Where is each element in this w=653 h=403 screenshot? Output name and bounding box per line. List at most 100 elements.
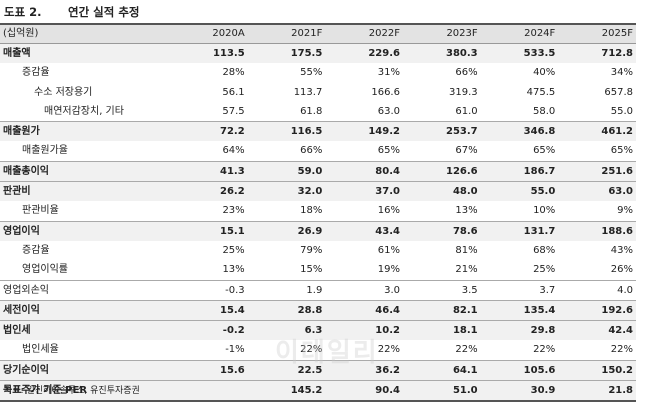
cell-value: 51.0 <box>402 380 481 403</box>
watermark: 이데일리 <box>275 338 379 368</box>
cell-value: 22% <box>300 344 323 356</box>
cell-value: 712.8 <box>558 43 636 64</box>
annual-estimates-table: (십억원) 2020A 2021F 2022F 2023F 2024F 2025… <box>0 23 636 403</box>
cell-value: 58.0 <box>533 105 556 117</box>
cell-value: 9% <box>617 205 633 217</box>
table-row: 매출원가 72.2 116.5 149.2 253.7 346.8 461.2 <box>0 121 636 142</box>
cell-value: 26% <box>610 264 633 276</box>
cell-value: 37.0 <box>325 181 403 202</box>
header-2021f: 2021F <box>247 23 326 44</box>
cell-value: 15% <box>300 264 323 276</box>
row-label: 법인세 <box>0 320 171 341</box>
cell-value: 13% <box>455 205 478 217</box>
cell-value: 28.8 <box>247 299 326 321</box>
cell-value: 149.2 <box>325 121 403 142</box>
cell-value: -1% <box>225 344 245 356</box>
cell-value: 113.7 <box>293 86 323 98</box>
cell-value: 15.4 <box>170 299 248 321</box>
cell-value: 22% <box>377 344 400 356</box>
header-2022f: 2022F <box>325 23 403 44</box>
cell-value: 380.3 <box>402 43 481 64</box>
table-row: 당기순이익 15.6 22.5 36.2 64.1 105.6 150.2 <box>0 359 636 381</box>
table-row: 매연저감장치, 기타 57.5 61.8 63.0 61.0 58.0 55.0 <box>0 102 636 122</box>
row-label: 영업외손익 <box>0 279 171 301</box>
cell-value: 145.2 <box>247 380 326 403</box>
row-label: 판관비 <box>0 181 171 202</box>
header-2025f: 2025F <box>558 23 636 44</box>
cell-value: 55.0 <box>610 105 633 117</box>
cell-value: 90.4 <box>325 380 403 403</box>
cell-value: 150.2 <box>558 359 636 381</box>
cell-value: 63.0 <box>558 181 636 202</box>
table-header-row: (십억원) 2020A 2021F 2022F 2023F 2024F 2025… <box>0 23 636 44</box>
row-label: 목표주가 기준 PER <box>0 380 171 403</box>
cell-value: 63.0 <box>377 105 400 117</box>
row-label: 영업이익 <box>0 220 171 241</box>
cell-value: 251.6 <box>558 160 636 182</box>
figure-header: 도표 2. 연간 실적 추정 <box>0 0 653 22</box>
cell-value: 32.0 <box>247 181 326 202</box>
row-label: 매출액 <box>0 43 171 64</box>
cell-value: 72.2 <box>170 121 248 142</box>
cell-value: 26.9 <box>247 220 326 241</box>
cell-value: 64.1 <box>402 359 481 381</box>
table-row: 매출액 113.5 175.5 229.6 380.3 533.5 712.8 <box>0 43 636 64</box>
row-label: 증감율 <box>22 67 50 79</box>
cell-value: 80.4 <box>325 160 403 182</box>
cell-value: 346.8 <box>480 121 559 142</box>
cell-value: -0.2 <box>170 320 248 341</box>
cell-value: 66% <box>300 145 323 157</box>
row-label: 매연저감장치, 기타 <box>44 105 124 117</box>
row-label: 매출원가 <box>0 121 171 142</box>
cell-value: 10% <box>533 205 556 217</box>
table-row: 판관비 26.2 32.0 37.0 48.0 55.0 63.0 <box>0 181 636 202</box>
row-label: 수소 저장용기 <box>34 86 93 98</box>
table-row: 법인세 -0.2 6.3 10.2 18.1 29.8 42.4 <box>0 320 636 341</box>
cell-value: 30.9 <box>480 380 559 403</box>
cell-value: 126.6 <box>402 160 481 182</box>
cell-value: 59.0 <box>247 160 326 182</box>
cell-value: 82.1 <box>402 299 481 321</box>
table-row: 세전이익 15.4 28.8 46.4 82.1 135.4 192.6 <box>0 299 636 321</box>
cell-value: 16% <box>377 205 400 217</box>
cell-value: 46.4 <box>325 299 403 321</box>
cell-value: 475.5 <box>526 86 556 98</box>
cell-value: 41.3 <box>170 160 248 182</box>
cell-value: 66% <box>455 67 478 79</box>
cell-value: 43.4 <box>325 220 403 241</box>
cell-value: 188.6 <box>558 220 636 241</box>
cell-value: 61.0 <box>455 105 478 117</box>
cell-value: 55% <box>300 67 323 79</box>
cell-value: 65% <box>610 145 633 157</box>
header-2024f: 2024F <box>480 23 559 44</box>
table-row: 수소 저장용기 56.1 113.7 166.6 319.3 475.5 657.8 <box>0 83 636 102</box>
cell-value: 18.1 <box>402 320 481 341</box>
table-row: 판관비율 23% 18% 16% 13% 10% 9% <box>0 201 636 221</box>
cell-value: 13% <box>222 264 245 276</box>
cell-value: 461.2 <box>558 121 636 142</box>
cell-value: 28% <box>222 67 245 79</box>
cell-value: 22% <box>610 344 633 356</box>
cell-value: 81% <box>455 244 478 256</box>
cell-value: 10.2 <box>325 320 403 341</box>
cell-value: 31% <box>377 67 400 79</box>
cell-value: 3.0 <box>325 279 403 301</box>
row-label: 매출총이익 <box>0 160 171 182</box>
cell-value: 22% <box>455 344 478 356</box>
cell-value: 64% <box>222 145 245 157</box>
table-row: 증감율 28% 55% 31% 66% 40% 34% <box>0 63 636 82</box>
cell-value: 78.6 <box>402 220 481 241</box>
cell-value: 48.0 <box>402 181 481 202</box>
row-label: 영업이익률 <box>22 264 68 276</box>
row-label: 세전이익 <box>0 299 171 321</box>
cell-value: 253.7 <box>402 121 481 142</box>
table-row: 목표주가 기준 PER 145.2 90.4 51.0 30.9 21.8 <box>0 380 636 403</box>
header-unit: (십억원) <box>0 23 171 44</box>
cell-value: 175.5 <box>247 43 326 64</box>
cell-value: 25% <box>222 244 245 256</box>
cell-value: 4.0 <box>558 279 636 301</box>
cell-value: 26.2 <box>170 181 248 202</box>
cell-value: 57.5 <box>222 105 245 117</box>
cell-value: 34% <box>610 67 633 79</box>
table-row: 매출원가율 64% 66% 65% 67% 65% 65% <box>0 141 636 161</box>
